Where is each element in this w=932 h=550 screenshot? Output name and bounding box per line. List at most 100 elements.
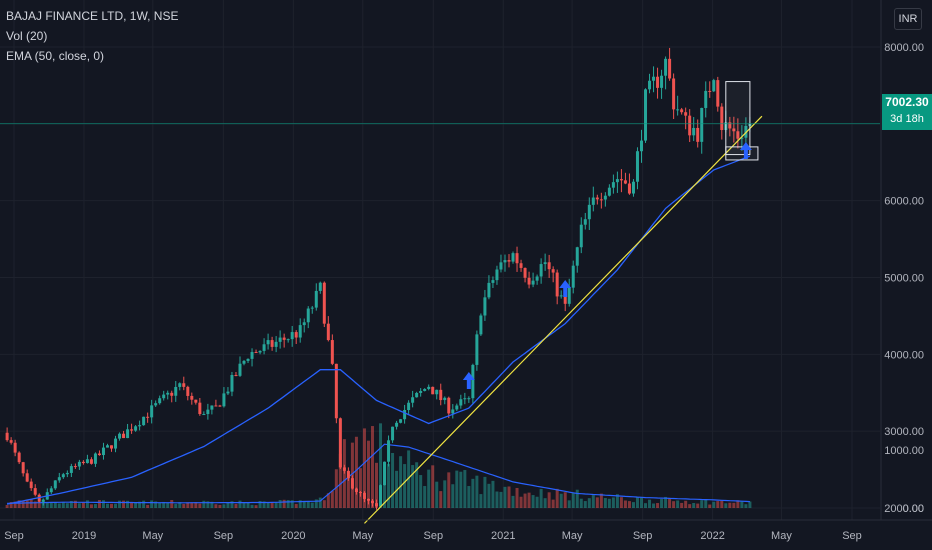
volume-bar <box>146 504 150 508</box>
candle-body <box>451 409 455 414</box>
candle-body <box>732 128 736 132</box>
volume-bar <box>97 500 101 508</box>
candle-body <box>242 360 246 364</box>
candle-body <box>130 429 134 431</box>
candle-body <box>370 500 374 504</box>
volume-bar <box>423 486 427 508</box>
candle-body <box>579 224 583 248</box>
volume-bar <box>676 500 680 508</box>
candle-body <box>455 405 459 410</box>
volume-bar <box>595 497 599 508</box>
candle-body <box>423 388 427 391</box>
candle-body <box>174 386 178 396</box>
volume-bar <box>419 475 423 508</box>
candle-body <box>499 262 503 270</box>
candle-body <box>531 280 535 285</box>
volume-bar <box>25 499 29 508</box>
volume-bar <box>603 498 607 508</box>
volume-bar <box>571 492 575 508</box>
volume-bar <box>704 499 708 508</box>
volume-bar <box>37 501 41 508</box>
volume-bar <box>114 503 118 508</box>
candle-body <box>270 340 274 347</box>
candle-body <box>379 485 383 507</box>
volume-bar <box>427 469 431 508</box>
candle-body <box>77 461 81 467</box>
price-tick-label: 8000.00 <box>884 42 924 54</box>
volume-bar <box>29 499 33 508</box>
volume-bar <box>692 503 696 508</box>
candle-body <box>190 395 194 400</box>
currency-button[interactable]: INR <box>894 8 922 30</box>
legend-volume[interactable]: Vol (20) <box>6 29 48 43</box>
volume-ma <box>7 443 750 504</box>
candle-body <box>138 425 142 427</box>
volume-bar <box>218 504 222 508</box>
volume-bar <box>318 497 322 508</box>
price-axis[interactable]: 8000.007000.006000.005000.004000.003000.… <box>880 0 924 520</box>
candle-body <box>97 453 101 456</box>
volume-bar <box>226 502 230 508</box>
volume-bar <box>395 470 399 508</box>
volume-bar <box>519 496 523 508</box>
candle-body <box>507 260 511 262</box>
volume-bar <box>290 500 294 508</box>
candle-body <box>162 394 166 399</box>
candle-body <box>591 197 595 205</box>
volume-bar <box>69 500 73 508</box>
legend-symbol[interactable]: BAJAJ FINANCE LTD, 1W, NSE <box>6 9 179 23</box>
volume-bar <box>443 480 447 508</box>
legend-ema[interactable]: EMA (50, close, 0) <box>6 49 105 63</box>
volume-bar <box>110 503 114 508</box>
support-arrow-icon <box>739 142 752 159</box>
time-axis[interactable]: Sep 2019 May Sep 2020 May Sep 2021 May Sep 2022 May… <box>0 519 932 542</box>
candle-body <box>358 491 362 493</box>
candle-body <box>391 426 395 441</box>
candle-body <box>551 269 555 273</box>
candle-body <box>575 247 579 266</box>
candle-body <box>85 459 89 464</box>
candle-body <box>599 199 603 201</box>
volume-bar <box>503 486 507 508</box>
candle-body <box>700 107 704 142</box>
volume-bar <box>435 481 439 508</box>
candle-body <box>222 393 226 407</box>
volume-bar <box>708 504 712 508</box>
volume-bar <box>126 500 130 508</box>
candle-body <box>720 106 724 131</box>
volume-bar <box>138 501 142 508</box>
candle-body <box>688 115 692 136</box>
candle-body <box>294 332 298 338</box>
candle-body <box>166 392 170 395</box>
volume-bar <box>479 494 483 508</box>
candle-body <box>306 308 310 323</box>
candle-body <box>33 488 37 495</box>
time-tick-label: Sep <box>4 530 24 542</box>
time-tick-label: Sep <box>423 530 443 542</box>
volume-bar <box>222 504 226 508</box>
volume-bar <box>431 465 435 508</box>
candle-body <box>9 440 13 443</box>
candle-body <box>583 219 587 225</box>
volume-bar <box>583 501 587 508</box>
candle-body <box>110 445 114 449</box>
volume-bar <box>523 493 527 508</box>
volume-bar <box>13 501 17 508</box>
candle-body <box>5 432 9 441</box>
volume-bar <box>475 475 479 508</box>
volume-bar <box>724 503 728 508</box>
candle-body <box>652 76 656 81</box>
volume-bar <box>202 500 206 508</box>
volume-bar <box>499 491 503 508</box>
candle-body <box>230 374 234 392</box>
price-tick-label: 6000.00 <box>884 196 924 208</box>
candle-body <box>150 405 154 418</box>
candle-body <box>415 392 419 398</box>
time-tick-label: Sep <box>633 530 653 542</box>
ema-50-line <box>6 155 751 505</box>
volume-bar <box>286 500 290 508</box>
volume-bar <box>350 442 354 508</box>
volume-bar <box>122 500 126 508</box>
volume-bar <box>246 502 250 508</box>
